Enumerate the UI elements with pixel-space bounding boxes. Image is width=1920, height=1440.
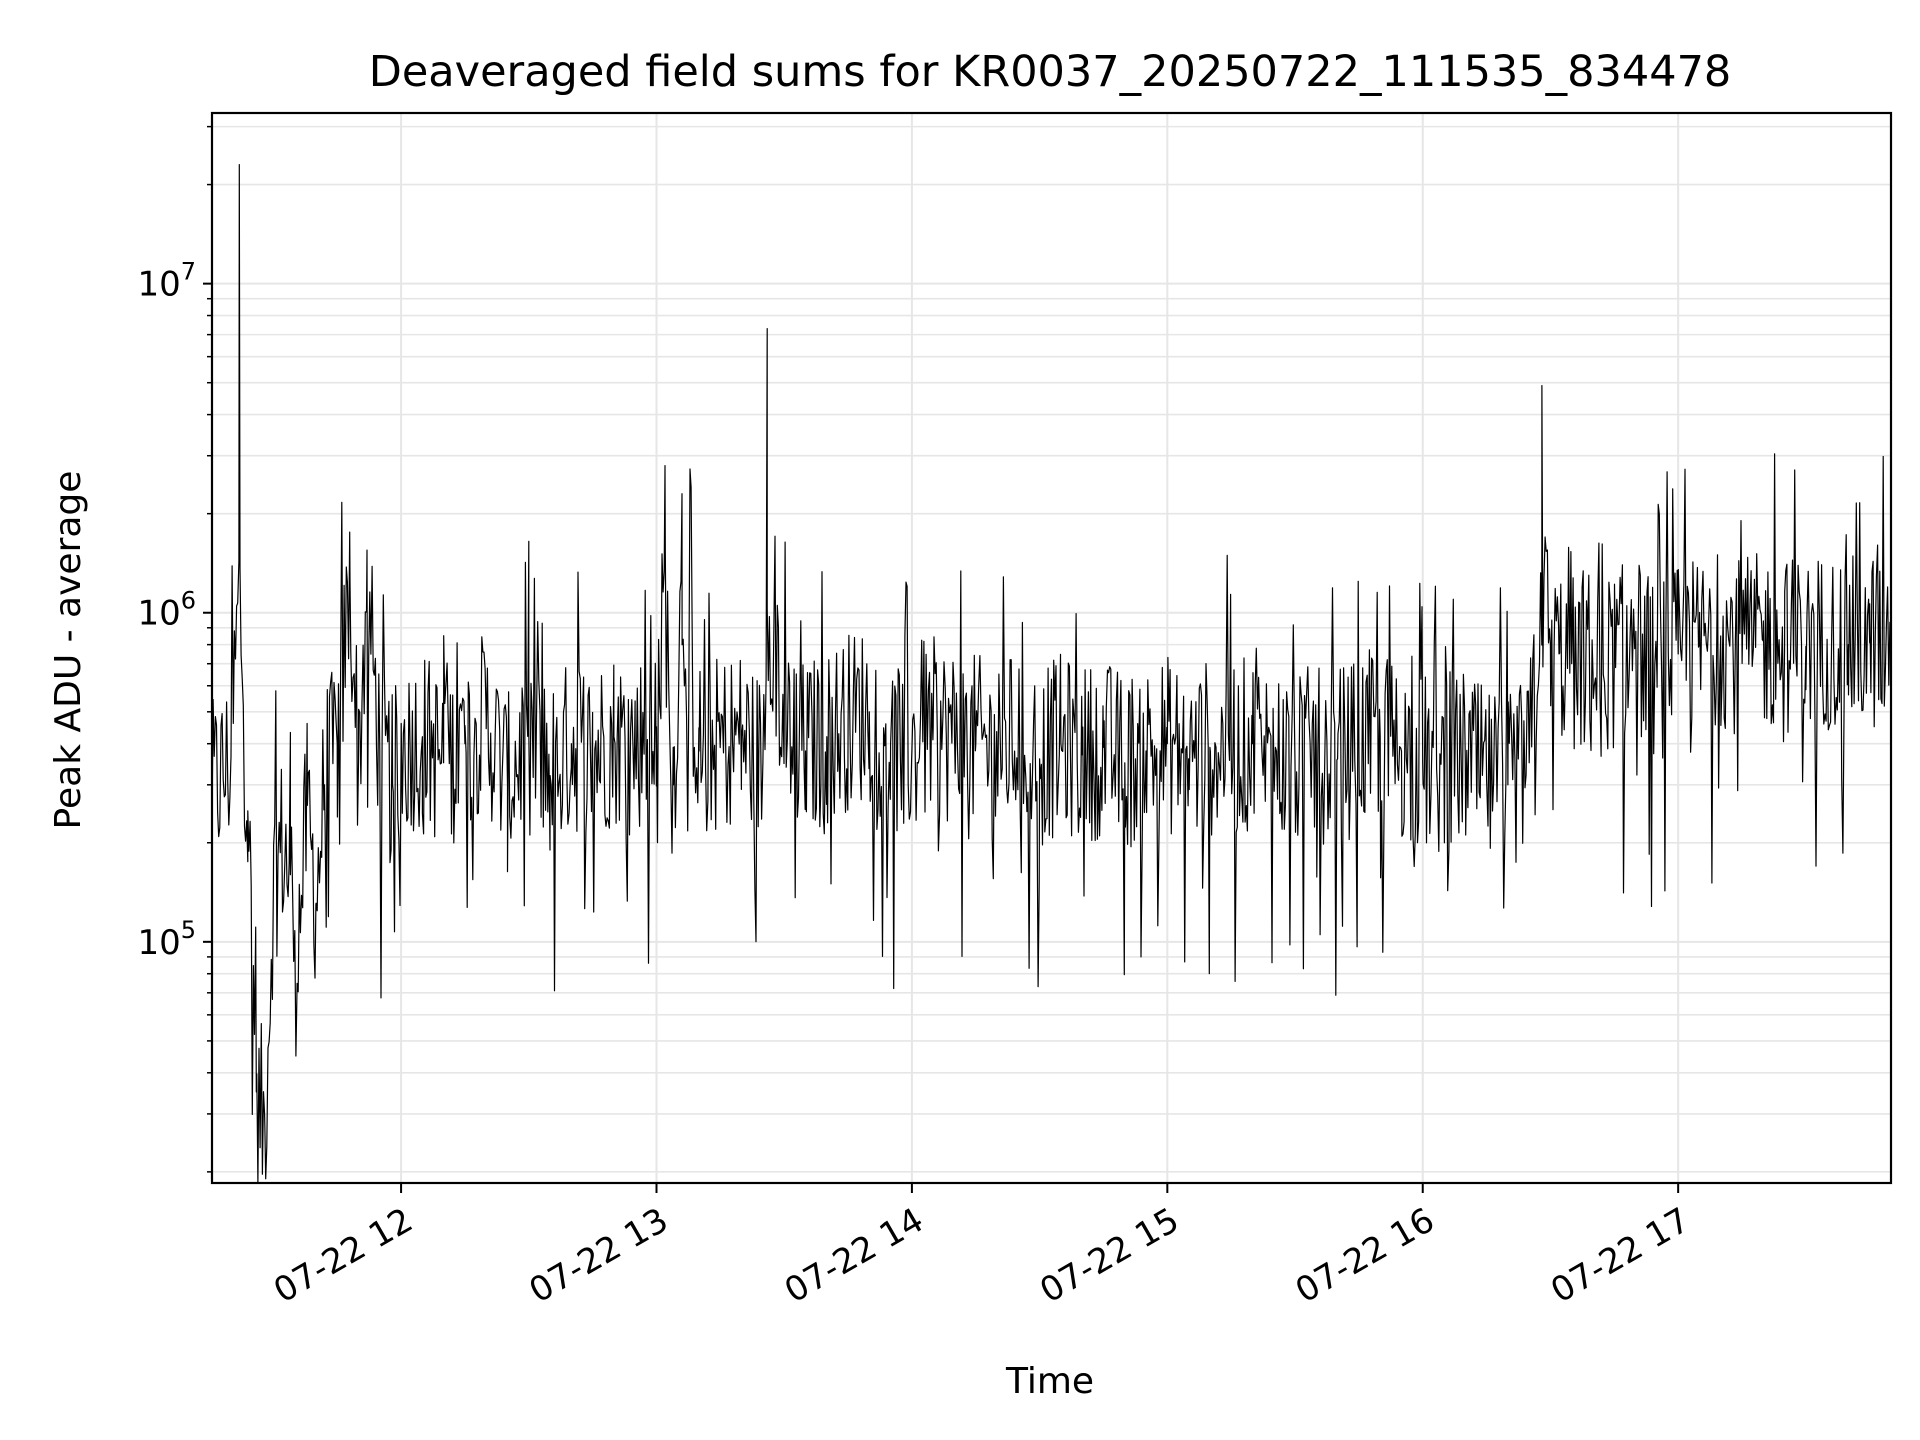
y-tick-label: 107 (137, 258, 196, 305)
x-tick-label: 07-22 17 (1544, 1200, 1696, 1311)
y-tick-base: 10 (137, 265, 180, 305)
x-tick-label: 07-22 14 (778, 1200, 930, 1311)
plot-frame (210, 111, 1893, 1185)
y-tick-base: 10 (137, 923, 180, 963)
y-tick-exponent: 5 (181, 916, 196, 944)
x-axis-label: Time (1005, 1361, 1094, 1402)
y-tick-label: 106 (137, 587, 196, 634)
y-tick-exponent: 7 (181, 258, 196, 286)
y-tick-exponent: 6 (181, 587, 196, 615)
x-tick-label: 07-22 15 (1033, 1200, 1185, 1311)
x-tick-label: 07-22 12 (267, 1200, 419, 1311)
chart-title: Deaveraged field sums for KR0037_2025072… (369, 47, 1732, 97)
x-tick-label: 07-22 13 (523, 1200, 675, 1311)
grid-layer (212, 113, 1891, 1183)
x-tick-label: 07-22 16 (1289, 1200, 1441, 1311)
series-line (211, 164, 1892, 1184)
y-tick-label: 105 (137, 916, 196, 963)
data-layer (211, 164, 1892, 1184)
y-tick-base: 10 (137, 594, 180, 634)
y-axis-label: Peak ADU - average (48, 471, 89, 830)
